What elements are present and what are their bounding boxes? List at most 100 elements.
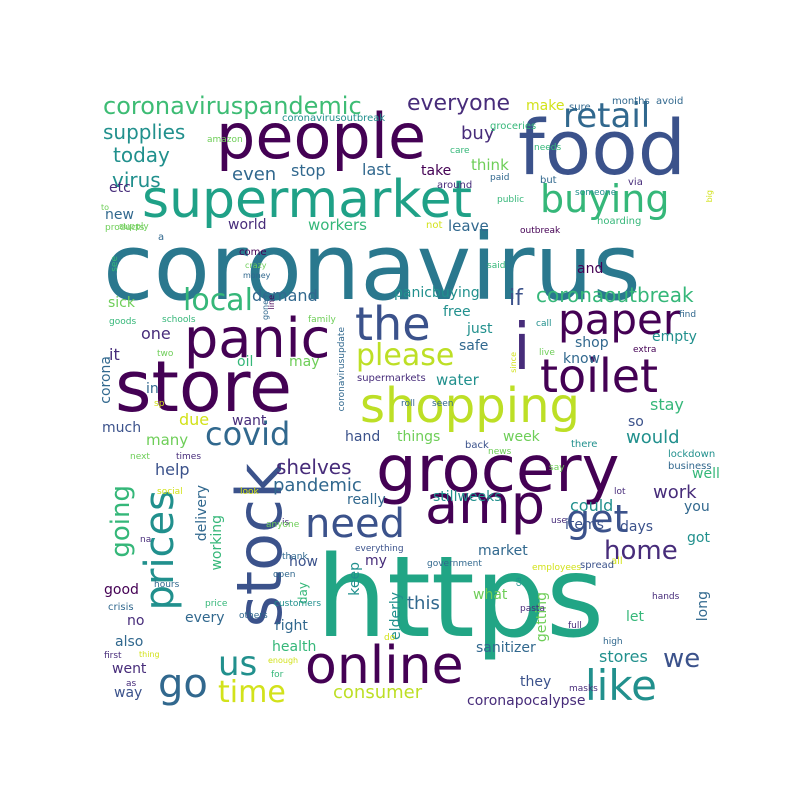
cloud-word: social [157, 487, 183, 497]
cloud-word: open [273, 570, 296, 580]
cloud-word: also [115, 634, 144, 650]
cloud-word: demand [252, 286, 318, 305]
cloud-word: so [628, 414, 644, 430]
cloud-word: help [155, 460, 190, 479]
cloud-word: pandemic [273, 475, 362, 496]
cloud-word: paid [490, 173, 510, 183]
cloud-word: avoid [656, 96, 684, 107]
cloud-word: water [436, 371, 479, 389]
cloud-word: free [443, 304, 471, 320]
cloud-word: us [218, 644, 258, 684]
cloud-word: as [126, 679, 137, 689]
cloud-word: really [347, 492, 386, 508]
cloud-word: working [209, 515, 225, 571]
cloud-word: how [289, 554, 318, 570]
cloud-word: right [275, 618, 308, 634]
cloud-word: home [604, 536, 678, 566]
cloud-word: health [272, 639, 317, 655]
cloud-word: live [539, 348, 555, 358]
cloud-word: call [536, 319, 552, 329]
cloud-word: etc [109, 180, 131, 196]
cloud-word: months [612, 96, 650, 107]
cloud-word: let [626, 609, 644, 625]
cloud-word: store [115, 346, 293, 428]
cloud-word: my [365, 553, 387, 569]
cloud-word: since [509, 352, 518, 373]
cloud-word: products [105, 223, 145, 233]
cloud-word: supermarket [142, 170, 473, 230]
cloud-word: panic [184, 307, 331, 370]
cloud-word: hours [154, 580, 180, 590]
cloud-word: masks [569, 684, 598, 694]
cloud-word: hands [652, 592, 680, 602]
cloud-word: keep [347, 562, 363, 596]
cloud-word: coronavirusoutbreak [282, 113, 386, 124]
cloud-word: employees [532, 563, 582, 573]
cloud-word: coronaoutbreak [536, 283, 694, 307]
cloud-word: last [362, 160, 391, 179]
cloud-word: it [109, 345, 120, 364]
cloud-word: public [497, 195, 525, 205]
cloud-word: like [585, 661, 658, 710]
cloud-word: big [705, 190, 714, 203]
cloud-word: supply [119, 222, 149, 232]
cloud-word: buying [540, 177, 670, 221]
cloud-word: thing [139, 650, 160, 659]
cloud-word: said [487, 261, 506, 271]
cloud-word: days [620, 519, 654, 535]
cloud-word: there [571, 439, 598, 450]
cloud-word: shopping [360, 378, 580, 434]
cloud-word: lot [614, 487, 626, 497]
cloud-word: market [478, 543, 528, 559]
cloud-word: times [176, 452, 202, 462]
cloud-word: due [179, 410, 210, 429]
cloud-word: things [397, 429, 441, 445]
cloud-word: sure [569, 102, 591, 113]
cloud-word: coronavirusupdate [337, 327, 347, 412]
cloud-word: want [232, 413, 267, 429]
cloud-word: panicbuying [394, 285, 480, 301]
cloud-word: went [112, 661, 147, 677]
cloud-word: need [305, 501, 405, 547]
cloud-word: just [467, 321, 493, 337]
cloud-word: government [427, 559, 482, 569]
cloud-word: around [437, 180, 473, 191]
cloud-word: anyone [266, 520, 300, 530]
cloud-word: come [239, 247, 267, 258]
cloud-word: coronapocalypse [467, 693, 586, 709]
cloud-word: many [146, 431, 189, 449]
cloud-word: lockdown [668, 449, 716, 460]
cloud-word: i [513, 311, 531, 385]
cloud-word: stillweeks [433, 489, 502, 505]
cloud-word: see [110, 256, 120, 272]
cloud-word: look [240, 487, 259, 497]
cloud-word: news [488, 447, 512, 457]
cloud-word: full [568, 621, 582, 631]
cloud-word: family [308, 315, 336, 325]
cloud-word: crazy [245, 261, 267, 270]
cloud-word: stay [650, 395, 684, 414]
cloud-word: if [509, 286, 523, 311]
cloud-word: they [520, 674, 552, 690]
cloud-word: high [603, 637, 623, 647]
cloud-word: coronaviruspandemic [103, 92, 362, 120]
cloud-word: to [101, 203, 110, 212]
cloud-word: one [141, 324, 171, 343]
cloud-word: a [158, 232, 165, 243]
cloud-word: would [626, 427, 680, 448]
cloud-word: long [695, 591, 711, 622]
cloud-word: time [218, 675, 286, 710]
cloud-word: prices [137, 490, 183, 611]
cloud-word: sp [154, 399, 165, 409]
cloud-word: think [471, 156, 509, 174]
cloud-word: line [267, 295, 276, 310]
cloud-word: others [239, 611, 268, 621]
cloud-word: roll [401, 399, 416, 409]
cloud-word: spread [580, 560, 615, 571]
cloud-word: going [106, 485, 136, 558]
cloud-word: leave [448, 217, 489, 235]
cloud-word: seen [432, 399, 454, 409]
cloud-word: enough [268, 656, 299, 665]
cloud-word: groceries [490, 121, 537, 132]
cloud-word: no [127, 613, 145, 629]
